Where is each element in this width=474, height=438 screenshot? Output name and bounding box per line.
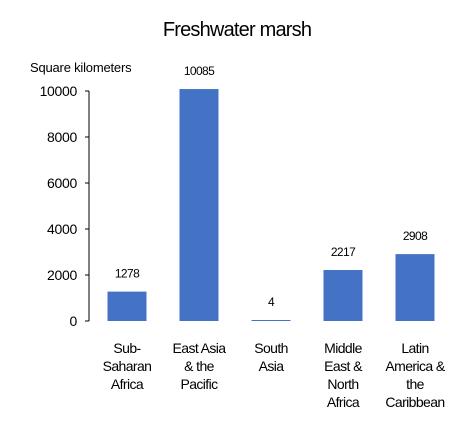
- y-axis-label: Square kilometers: [30, 60, 132, 75]
- x-tick-label: East &: [324, 358, 363, 374]
- y-tick-label: 6000: [47, 175, 77, 191]
- x-tick-label: Asia: [259, 358, 285, 374]
- x-tick-label: Pacific: [180, 376, 218, 392]
- y-tick-label: 0: [70, 313, 78, 329]
- y-tick-label: 8000: [47, 129, 77, 145]
- y-tick-label: 4000: [47, 221, 77, 237]
- data-label: 4: [268, 295, 275, 309]
- x-tick-label: America &: [385, 358, 445, 374]
- data-label: 2908: [403, 229, 428, 243]
- chart-title: Freshwater marsh: [162, 19, 312, 41]
- x-tick-label: Saharan: [103, 358, 152, 374]
- x-tick-label: Caribbean: [385, 394, 444, 410]
- bar: [179, 89, 219, 321]
- x-tick-label: South: [254, 340, 288, 356]
- bar: [107, 291, 147, 321]
- bar: [323, 270, 363, 321]
- x-tick-label: Africa: [327, 394, 360, 410]
- x-tick-label: Middle: [324, 340, 362, 356]
- data-label: 1278: [115, 267, 140, 281]
- bar: [251, 320, 291, 321]
- x-tick-label: Sub-: [113, 340, 141, 356]
- y-tick-label: 2000: [47, 267, 77, 283]
- x-tick-label: Africa: [111, 376, 144, 392]
- x-tick-label: East Asia: [173, 340, 227, 356]
- data-label: 2217: [331, 245, 356, 259]
- x-tick-label: Latin: [401, 340, 428, 356]
- x-tick-label: & the: [184, 358, 215, 374]
- bar: [395, 254, 435, 321]
- x-tick-label: the: [406, 376, 424, 392]
- x-tick-label: North: [327, 376, 358, 392]
- data-label: 10085: [184, 64, 215, 78]
- y-tick-label: 10000: [40, 83, 78, 99]
